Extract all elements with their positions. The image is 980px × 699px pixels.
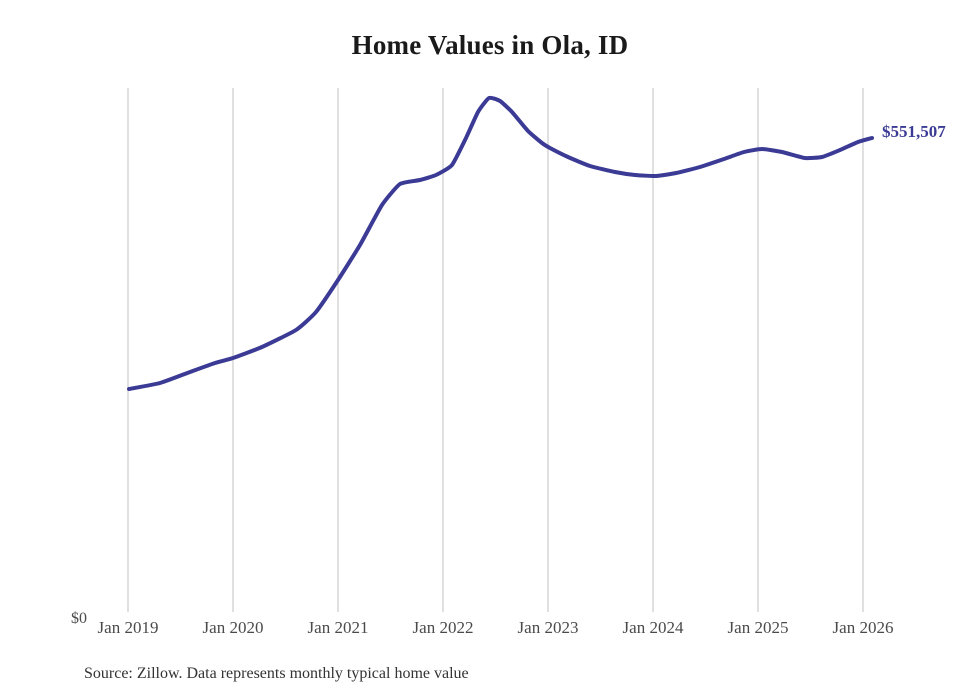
value-line-series	[127, 95, 874, 391]
x-tick-label: Jan 2019	[97, 618, 159, 637]
x-tick-label: Jan 2025	[727, 618, 789, 637]
chart-title: Home Values in Ola, ID	[351, 30, 629, 60]
x-tick-label: Jan 2026	[832, 618, 894, 637]
y-axis-zero-label: $0	[71, 610, 87, 627]
x-tick-label: Jan 2020	[202, 618, 264, 637]
x-tick-label: Jan 2021	[307, 618, 369, 637]
end-value-annotation: $551,507	[882, 122, 946, 141]
x-tick-label: Jan 2024	[622, 618, 684, 637]
source-note: Source: Zillow. Data represents monthly …	[84, 665, 469, 682]
x-tick-label: Jan 2023	[517, 618, 579, 637]
gridlines-group	[127, 88, 864, 612]
x-tick-label: Jan 2022	[412, 618, 474, 637]
